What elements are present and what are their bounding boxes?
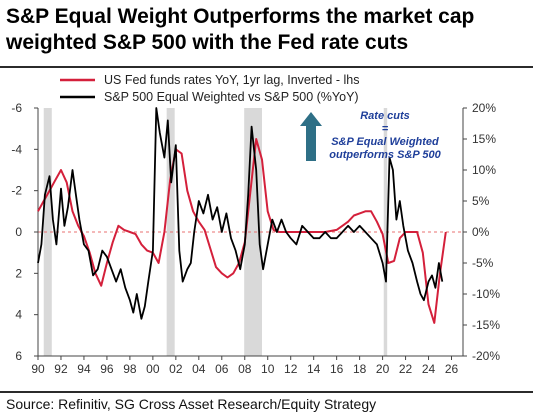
- x-tick-label: 00: [146, 362, 160, 376]
- x-tick-label: 92: [54, 362, 68, 376]
- x-tick-label: 08: [238, 362, 252, 376]
- x-tick-label: 96: [100, 362, 114, 376]
- chart-title: S&P Equal Weight Outperforms the market …: [6, 5, 475, 54]
- x-tick-label: 14: [307, 362, 321, 376]
- left-tick-label: -4: [11, 142, 22, 156]
- right-tick-label: 20%: [472, 101, 496, 115]
- source-note: Source: Refinitiv, SG Cross Asset Resear…: [6, 396, 377, 412]
- legend: US Fed funds rates YoY, 1yr lag, Inverte…: [60, 73, 359, 104]
- x-tick-label: 20: [376, 362, 390, 376]
- left-tick-label: 6: [15, 349, 22, 363]
- left-tick-label: 0: [15, 225, 22, 239]
- right-tick-label: 5%: [472, 194, 490, 208]
- left-tick-label: 4: [15, 308, 22, 322]
- x-tick-label: 12: [284, 362, 298, 376]
- legend-fed-label: US Fed funds rates YoY, 1yr lag, Inverte…: [104, 73, 359, 87]
- x-tick-label: 18: [353, 362, 367, 376]
- left-axis-ticks: -6 -4 -2 0 2 4 6: [11, 101, 38, 363]
- up-arrow-icon: [300, 112, 322, 161]
- x-tick-label: 94: [77, 362, 91, 376]
- right-tick-label: -5%: [472, 256, 494, 270]
- bottom-divider: [0, 391, 533, 393]
- right-axis-ticks: 20% 15% 10% 5% 0% -5% -10% -15% -20%: [463, 101, 500, 363]
- series-layer: [37, 107, 447, 324]
- right-tick-label: 10%: [472, 163, 496, 177]
- left-tick-label: -2: [11, 184, 22, 198]
- x-tick-label: 98: [123, 362, 137, 376]
- right-tick-label: -15%: [472, 318, 500, 332]
- annotation-line-2: =: [382, 123, 389, 135]
- x-tick-label: 06: [215, 362, 229, 376]
- rate-cut-annotation: Rate cuts = S&P Equal Weighted outperfor…: [300, 110, 442, 161]
- recession-band: [383, 108, 388, 356]
- x-tick-label: 10: [261, 362, 275, 376]
- x-tick-label: 24: [422, 362, 436, 376]
- right-tick-label: -20%: [472, 349, 500, 363]
- x-tick-label: 02: [169, 362, 183, 376]
- x-tick-label: 22: [399, 362, 413, 376]
- top-divider: [0, 66, 533, 68]
- sp-equal-weight-line: [37, 107, 444, 320]
- legend-sp-label: S&P 500 Equal Weighted vs S&P 500 (%YoY): [104, 90, 359, 104]
- x-tick-label: 16: [330, 362, 344, 376]
- annotation-line-1: Rate cuts: [360, 110, 410, 122]
- fed-funds-line: [37, 138, 447, 324]
- x-tick-label: 26: [445, 362, 459, 376]
- annotation-line-4: outperforms S&P 500: [329, 149, 441, 161]
- left-tick-label: 2: [15, 266, 22, 280]
- x-tick-label: 04: [192, 362, 206, 376]
- right-tick-label: 0%: [472, 225, 490, 239]
- right-tick-label: 15%: [472, 132, 496, 146]
- annotation-line-3: S&P Equal Weighted: [331, 136, 439, 148]
- right-tick-label: -10%: [472, 287, 500, 301]
- recession-band: [43, 108, 52, 356]
- x-tick-label: 90: [31, 362, 45, 376]
- left-tick-label: -6: [11, 101, 22, 115]
- x-axis-ticks: 90 92 94 96 98 00 02 04 06 08 10 12 14 16 18 20 22 24 26: [31, 356, 459, 376]
